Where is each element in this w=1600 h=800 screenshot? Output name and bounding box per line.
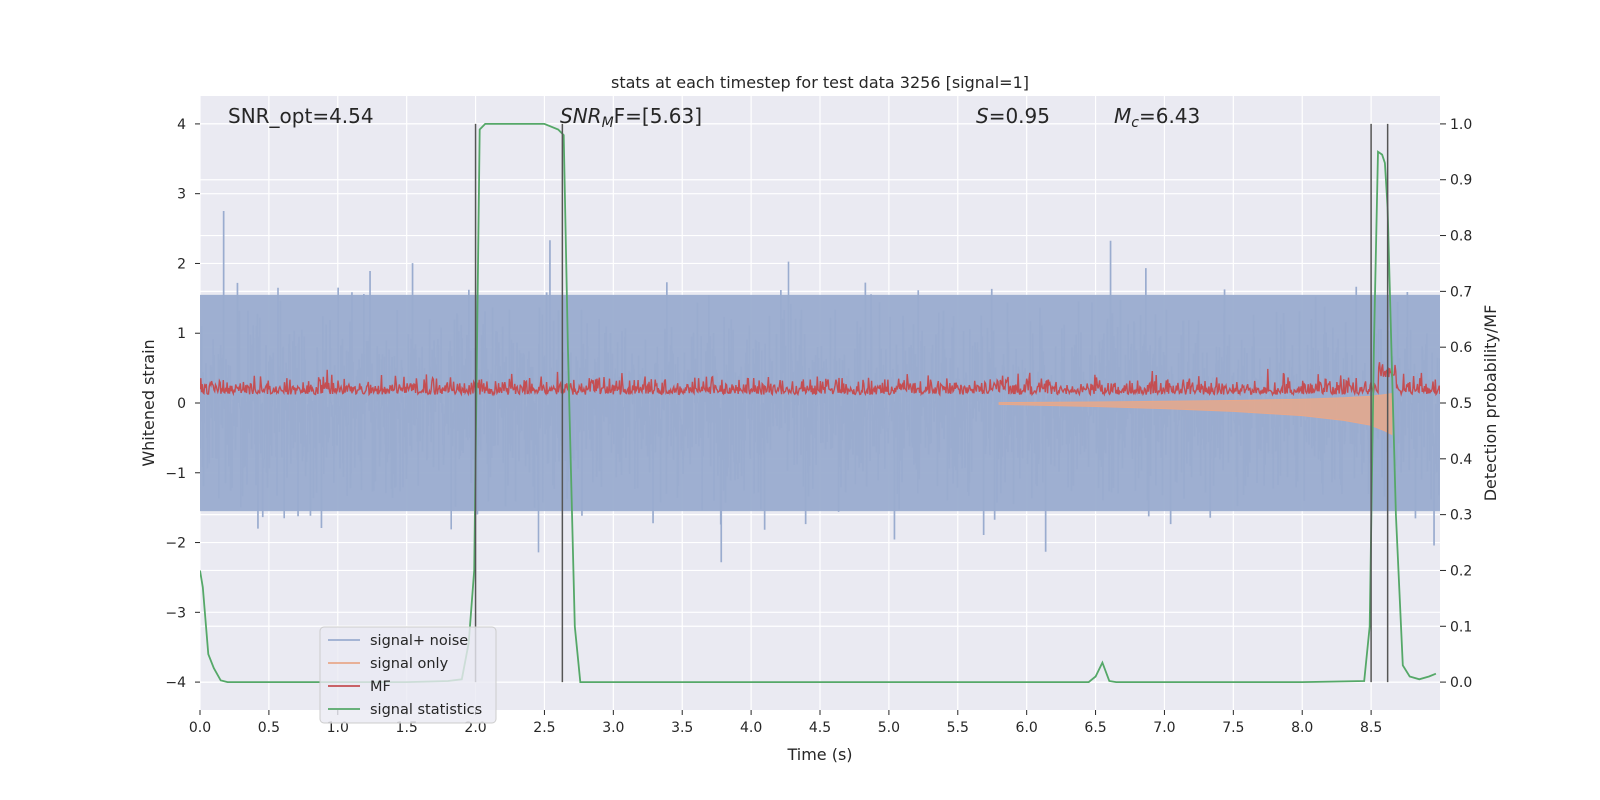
- x-tick-label: 1.5: [396, 720, 418, 736]
- x-tick-label: 6.5: [1084, 720, 1106, 736]
- y-left-tick-label: 4: [177, 117, 186, 133]
- x-tick-label: 1.0: [327, 720, 349, 736]
- x-tick-label: 5.0: [878, 720, 900, 736]
- vertical-markers: [474, 123, 1389, 683]
- y-left-tick-label: 3: [177, 187, 186, 203]
- annotation-snr-mf: SNRMF=[5.63]: [560, 104, 702, 131]
- mc-sub: c: [1131, 115, 1139, 131]
- snr-mf-rest: F=[5.63]: [614, 104, 702, 128]
- legend-label-signal-only: signal only: [370, 656, 449, 672]
- x-axis-label: Time (s): [786, 745, 852, 764]
- annotation-snr-opt: SNR_opt=4.54: [228, 104, 374, 128]
- y-left-tick-label: −3: [165, 605, 186, 621]
- mc-rest: =6.43: [1139, 104, 1200, 128]
- x-tick-label: 2.5: [533, 720, 555, 736]
- legend-label-mf: MF: [370, 679, 391, 695]
- y-right-tick-label: 0.1: [1450, 619, 1472, 635]
- x-tick-label: 8.0: [1291, 720, 1313, 736]
- y-left-tick-label: 1: [177, 326, 186, 342]
- y-right-tick-label: 0.8: [1450, 229, 1472, 245]
- snr-mf-sub: M: [602, 115, 614, 131]
- y-right-tick-label: 0.6: [1450, 340, 1472, 356]
- x-tick-label: 3.0: [602, 720, 624, 736]
- y-right-tick-label: 0.0: [1450, 675, 1472, 691]
- legend-label-signal-noise: signal+ noise: [370, 633, 468, 649]
- x-tick-label: 7.5: [1222, 720, 1244, 736]
- y-right-tick-label: 0.3: [1450, 508, 1472, 524]
- y-left-tick-label: −1: [165, 466, 186, 482]
- y-right-tick-label: 0.4: [1450, 452, 1472, 468]
- x-tick-label: 2.0: [464, 720, 486, 736]
- y-axis-left-label: Whitened strain: [139, 339, 158, 466]
- x-tick-label: 4.5: [809, 720, 831, 736]
- y-right-tick-label: 0.5: [1450, 396, 1472, 412]
- x-tick-label: 4.0: [740, 720, 762, 736]
- x-tick-label: 6.0: [1016, 720, 1038, 736]
- y-right-tick-label: 0.9: [1450, 173, 1472, 189]
- legend: signal+ noise signal only MF signal stat…: [319, 626, 497, 724]
- legend-label-signal-statistics: signal statistics: [370, 702, 482, 718]
- y-left-tick-label: 2: [177, 256, 186, 272]
- x-tick-label: 3.5: [671, 720, 693, 736]
- y-axis-right-label: Detection probability/MF: [1481, 305, 1500, 502]
- snr-mf-main: SNR: [560, 104, 602, 128]
- y-right-tick-label: 1.0: [1450, 117, 1472, 133]
- y-right-tick-label: 0.2: [1450, 563, 1472, 579]
- y-left-tick-label: −2: [165, 536, 186, 552]
- axes: 0.0 0.5 1.0 1.5 2.0 2.5 3.0 3.5 4.0 4.5 5.0 5.5 6.0 6…: [165, 117, 1472, 736]
- mf-line: [200, 362, 1440, 397]
- x-tick-label: 8.5: [1360, 720, 1382, 736]
- chart-title: stats at each timestep for test data 325…: [611, 73, 1029, 92]
- s-main: S: [976, 104, 989, 128]
- annotation-mc: Mc=6.43: [1114, 104, 1200, 131]
- data-layer: [200, 123, 1440, 683]
- x-tick-label: 7.0: [1153, 720, 1175, 736]
- legend-box: [319, 626, 497, 724]
- y-left-tick-label: 0: [177, 396, 186, 412]
- annotation-s: S=0.95: [976, 104, 1050, 128]
- mc-main: M: [1114, 104, 1131, 128]
- s-rest: =0.95: [989, 104, 1050, 128]
- y-left-tick-label: −4: [165, 675, 186, 691]
- y-right-tick-label: 0.7: [1450, 284, 1472, 300]
- x-tick-label: 0.5: [258, 720, 280, 736]
- x-tick-label: 5.5: [947, 720, 969, 736]
- signal-noise-line: [200, 211, 1440, 563]
- x-tick-label: 0.0: [189, 720, 211, 736]
